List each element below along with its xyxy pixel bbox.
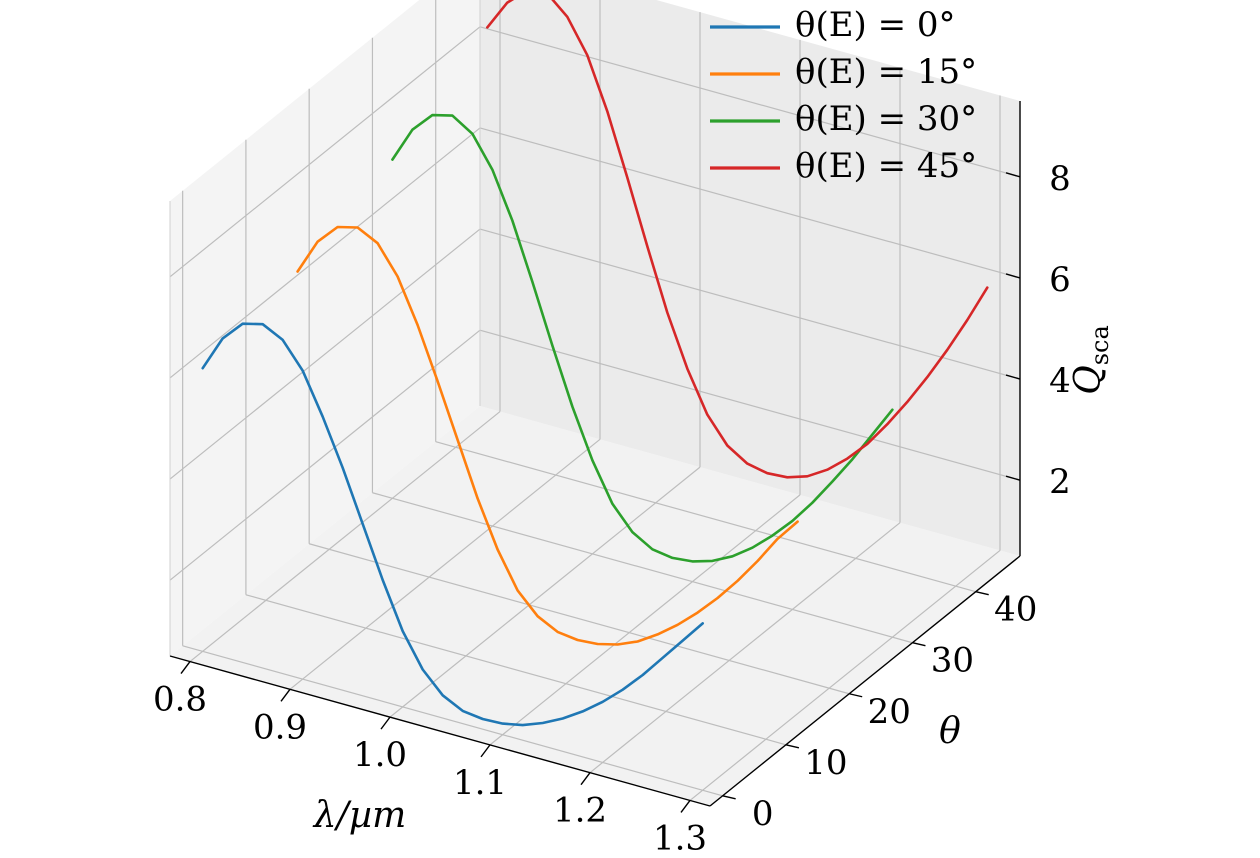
gridline-floor-x (489, 494, 801, 746)
x-tick (680, 800, 691, 813)
x-axis-line (169, 655, 711, 807)
x-tick (280, 688, 291, 702)
gridline-left-z (169, 26, 481, 278)
y-tick (912, 642, 926, 647)
gridline-floor-y (245, 594, 787, 746)
y-tick-label: 40 (994, 590, 1037, 630)
gridline-floor-x (289, 438, 601, 690)
x-tick-label: 1.1 (453, 763, 507, 803)
chart-legend: θ(E) = 0° θ(E) = 15° θ(E) = 30° θ(E) = 45° (710, 5, 977, 186)
gridline-floor-y (182, 645, 723, 797)
x-axis-title: λ/µm (312, 795, 406, 836)
y-tick (785, 744, 800, 749)
x-tick-label: 0.8 (153, 680, 207, 720)
legend-label: θ(E) = 45° (795, 146, 977, 186)
y-tick-label: 30 (931, 641, 974, 681)
x-tick (180, 661, 191, 674)
gridline-floor-y (309, 543, 850, 695)
y-axis-title: θ (939, 711, 961, 752)
y-tick (975, 591, 989, 596)
y-tick (722, 795, 736, 800)
gridline-back-z (479, 26, 1021, 178)
x-tick-label: 1.2 (553, 791, 607, 831)
gridline-left-z (169, 127, 481, 379)
z-tick (1005, 273, 1021, 279)
x-tick-label: 0.9 (253, 707, 307, 747)
series-line-30 (391, 113, 894, 563)
y-tick-label: 0 (752, 794, 774, 834)
x-tick-label: 1.0 (353, 735, 407, 775)
z-tick (1005, 172, 1021, 178)
legend-label: θ(E) = 30° (795, 99, 977, 139)
z-tick-label: 2 (1049, 462, 1071, 502)
x-tick (480, 744, 491, 758)
chart-axes: 0.8 0.9 1.0 1.1 1.2 1.3 0 10 20 30 40 2 4 6 8 λ/µm θ Qsca (153, 101, 1114, 858)
gridline-floor-x (689, 549, 1001, 801)
z-tick-label: 6 (1049, 260, 1071, 300)
z-axis-title: Qsca (1068, 325, 1114, 395)
chart-grid (169, 0, 1021, 801)
x-tick-label: 1.3 (653, 818, 707, 858)
z-tick-label: 4 (1049, 361, 1071, 401)
z-tick (1005, 475, 1021, 481)
gridline-floor-x (589, 522, 901, 774)
series-line-0 (201, 322, 705, 727)
y-tick-label: 20 (868, 692, 911, 732)
gridline-floor-y (372, 492, 913, 644)
gridline-back-z (479, 329, 1021, 481)
gridline-floor-x (389, 466, 701, 718)
y-tick-label: 10 (804, 743, 847, 783)
y-axis-line (709, 555, 1021, 807)
gridline-left-z (169, 228, 481, 480)
z-tick-label: 8 (1049, 159, 1071, 199)
gridline-floor-x (189, 411, 501, 663)
y-tick (849, 693, 863, 698)
chart-series (201, 0, 989, 727)
series-line-15 (296, 225, 799, 646)
x-tick (580, 772, 591, 786)
x-tick (380, 716, 391, 730)
gridline-back-z (479, 127, 1021, 279)
gridline-floor-y (435, 441, 976, 593)
legend-label: θ(E) = 15° (795, 52, 977, 92)
gridline-back-z (479, 228, 1021, 380)
left-pane (170, 0, 480, 656)
gridline-left-z (169, 329, 481, 581)
legend-label: θ(E) = 0° (795, 5, 956, 45)
series-line-45 (485, 0, 989, 479)
z-tick (1005, 374, 1021, 380)
